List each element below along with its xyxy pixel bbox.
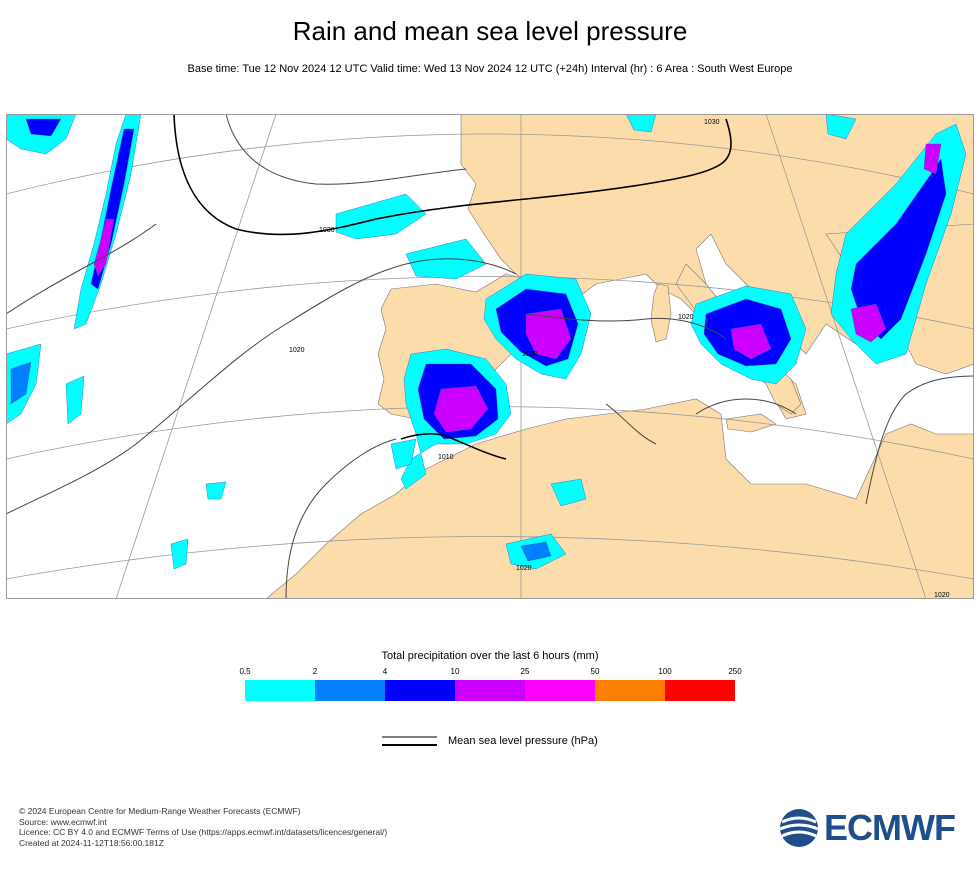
chart-title: Rain and mean sea level pressure bbox=[292, 16, 688, 46]
footer-copyright: © 2024 European Centre for Medium-Range … bbox=[19, 806, 301, 816]
chart-subtitle: Base time: Tue 12 Nov 2024 12 UTC Valid … bbox=[187, 63, 793, 75]
legend-tick: 4 bbox=[382, 667, 388, 676]
isobar-label: 1020 bbox=[678, 314, 694, 321]
isobar-label: 1020 bbox=[289, 347, 305, 354]
footer-licence: Licence: CC BY 4.0 and ECMWF Terms of Us… bbox=[19, 827, 388, 837]
isobar-label: 1030 bbox=[704, 119, 720, 126]
legend-colorbar bbox=[245, 680, 735, 701]
footer: © 2024 European Centre for Medium-Range … bbox=[19, 806, 387, 848]
legend-tick: 2 bbox=[312, 667, 318, 676]
footer-source: Source: www.ecmwf.int bbox=[19, 816, 107, 827]
legend-ticks: 0.5 2 4 10 25 50 100 250 bbox=[239, 667, 741, 679]
isobar-1010 bbox=[400, 433, 507, 460]
isobar-label: 1010 bbox=[438, 454, 454, 461]
precipitation-areas bbox=[6, 114, 967, 570]
land-sardinia bbox=[650, 283, 672, 343]
legend-tick: 100 bbox=[658, 667, 672, 676]
ecmwf-globe-icon bbox=[779, 809, 819, 847]
legend-tick: 25 bbox=[520, 667, 530, 676]
legend-swatch-3 bbox=[455, 680, 525, 701]
legend-tick: 250 bbox=[728, 667, 742, 676]
isobar-label: 1030 bbox=[319, 227, 335, 234]
isobar-1030-high bbox=[173, 114, 732, 236]
isobar-label: 1020 bbox=[516, 565, 532, 572]
land-sicily bbox=[725, 413, 777, 433]
isobar-label: 1020 bbox=[934, 592, 950, 599]
legend-title: Total precipitation over the last 6 hour… bbox=[381, 650, 599, 662]
legend-swatch-6 bbox=[665, 680, 735, 701]
legend-swatch-1 bbox=[315, 680, 385, 701]
legend-swatch-0 bbox=[245, 680, 315, 701]
legend-tick: 0.5 bbox=[239, 667, 251, 676]
weather-map: 1030 1030 1020 1020 1020 1020 1010 1020 bbox=[6, 114, 974, 599]
legend-tick: 10 bbox=[450, 667, 460, 676]
legend-tick: 50 bbox=[590, 667, 600, 676]
legend-swatch-4 bbox=[525, 680, 595, 701]
legend-swatch-2 bbox=[385, 680, 455, 701]
isobars bbox=[6, 114, 974, 599]
ecmwf-logo-text: ECMWF bbox=[824, 807, 956, 848]
pressure-legend-label: Mean sea level pressure (hPa) bbox=[448, 735, 598, 747]
footer-created: Created at 2024-11-12T18:56:00.181Z bbox=[19, 837, 164, 848]
isobar-1020-west bbox=[6, 258, 517, 515]
ecmwf-logo: ECMWF bbox=[778, 808, 963, 848]
land-africa bbox=[265, 398, 974, 599]
legend-swatch-5 bbox=[595, 680, 665, 701]
pressure-line-icon bbox=[382, 736, 437, 746]
isobar-label: 1020 bbox=[522, 351, 538, 358]
